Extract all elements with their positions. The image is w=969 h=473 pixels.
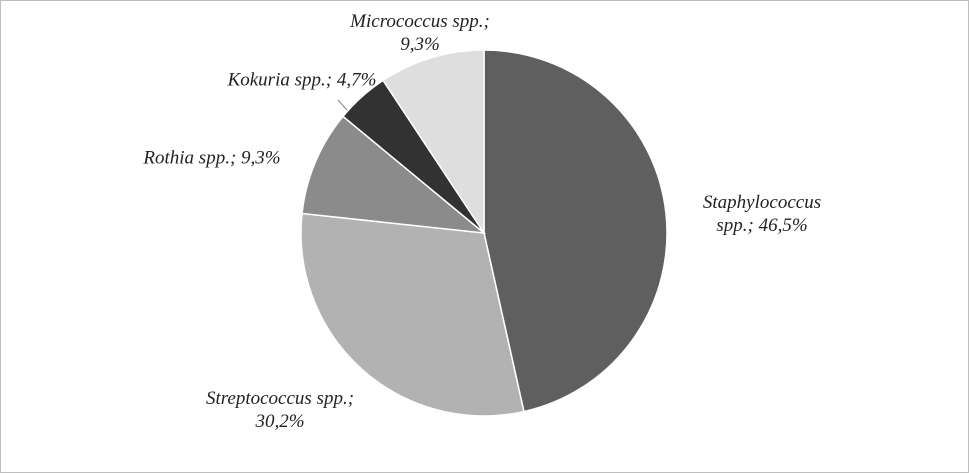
pie-slice: [301, 115, 487, 235]
pie-slice: [300, 212, 525, 417]
data-label: Micrococcus spp.; 9,3%: [350, 11, 490, 55]
data-label: Rothia spp.; 9,3%: [143, 147, 281, 169]
pie-slice: [382, 49, 485, 236]
data-label: Staphylococcus spp.; 46,5%: [702, 192, 822, 236]
pie-slice: [483, 49, 668, 413]
data-label: Streptococcus spp.; 30,2%: [205, 388, 355, 432]
data-label: Kokuria spp.; 4,7%: [227, 69, 377, 91]
